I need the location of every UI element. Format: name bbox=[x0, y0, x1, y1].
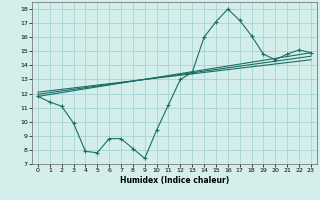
X-axis label: Humidex (Indice chaleur): Humidex (Indice chaleur) bbox=[120, 176, 229, 185]
